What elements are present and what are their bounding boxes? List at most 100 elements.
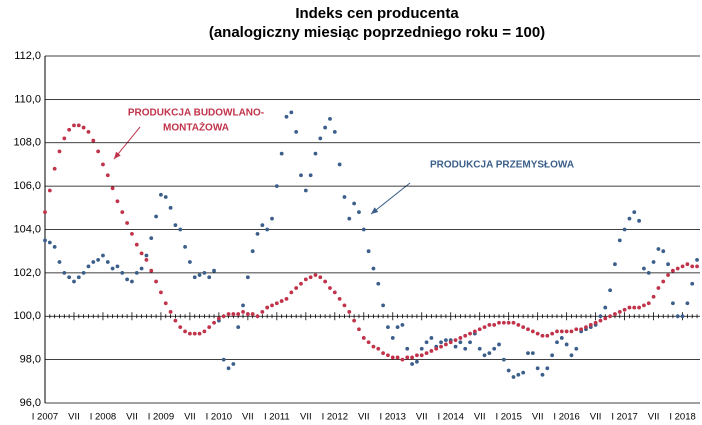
data-point [192,331,197,336]
data-point [250,312,255,316]
data-point [371,344,376,349]
data-point [366,249,371,254]
data-point [91,260,96,264]
data-point [76,275,81,280]
data-point [274,184,279,189]
data-point [197,331,202,336]
data-point [482,353,487,358]
data-point [550,353,555,358]
data-point [424,351,429,356]
x-tick-label: I 2018 [669,412,695,423]
data-point [443,342,448,347]
data-point [270,216,274,221]
data-point [323,279,328,284]
data-point [72,279,76,284]
y-tick-label: 98,0 [20,354,41,366]
data-point [646,270,651,275]
data-point [603,305,608,310]
data-point [188,331,192,336]
data-point [680,264,685,269]
data-point [226,312,231,316]
data-point [627,305,632,310]
data-point [530,351,535,356]
data-point [661,279,666,284]
data-point [448,340,453,345]
data-point [72,123,76,128]
data-point [110,186,115,191]
data-point [299,173,303,178]
x-tick-label: I 2017 [611,412,637,423]
data-point [67,275,72,280]
annotation: PRODUKCJA BUDOWLANO- [128,108,264,119]
y-tick-label: 108,0 [13,137,41,149]
data-point [96,257,101,262]
data-point [52,244,57,249]
data-point [284,114,289,119]
data-point [526,351,530,356]
data-point [173,223,178,228]
data-point [453,338,458,343]
data-point [265,305,270,310]
data-point [386,325,390,329]
data-point [255,231,260,236]
data-point [632,305,637,310]
data-point [540,333,545,338]
data-point [487,351,492,356]
data-point [545,366,550,371]
data-point [62,136,67,141]
x-tick-label: I 2007 [32,412,58,423]
x-tick-label: I 2009 [148,412,174,423]
data-point [574,346,579,351]
x-tick-label: I 2014 [438,412,464,423]
data-point [303,188,308,193]
x-tick-label: I 2012 [322,412,348,423]
data-point [564,342,569,347]
data-point [332,130,337,134]
data-point [159,192,163,197]
data-point [154,279,158,284]
x-tick-label: I 2013 [380,412,406,423]
data-point [472,329,477,334]
data-point [410,362,414,366]
data-point [400,323,405,327]
data-point [178,325,183,329]
data-point [115,264,120,269]
data-point [521,325,526,329]
data-point [555,340,559,345]
data-point [47,240,52,245]
x-tick-label: I 2016 [553,412,579,423]
data-point [352,201,357,206]
data-point [637,218,641,223]
data-point [197,273,202,277]
data-point [62,270,67,275]
data-point [270,303,274,308]
data-point [52,166,57,171]
data-point [540,372,545,377]
data-point [429,336,434,340]
data-point [395,325,400,329]
data-point [415,359,419,364]
data-point [178,227,183,232]
data-point [487,323,492,327]
data-point [361,227,366,232]
annotation: PRODUKCJA PRZEMYSŁOWA [430,160,574,171]
data-point [535,331,540,336]
data-point [690,281,695,286]
data-point [603,316,608,321]
data-point [477,327,482,332]
x-tick-label: VII [68,412,80,423]
data-point [207,275,212,280]
annotation: MONTAŻOWA [163,121,229,134]
x-tick-label: I 2008 [90,412,116,423]
data-point [134,270,139,275]
data-point [279,299,284,303]
data-point [419,353,424,358]
data-point [101,162,105,167]
data-point [86,130,91,134]
data-point [651,294,656,299]
y-tick-label: 96,0 [20,397,41,409]
data-point [458,340,463,345]
data-point [105,173,110,178]
data-point [453,344,458,349]
